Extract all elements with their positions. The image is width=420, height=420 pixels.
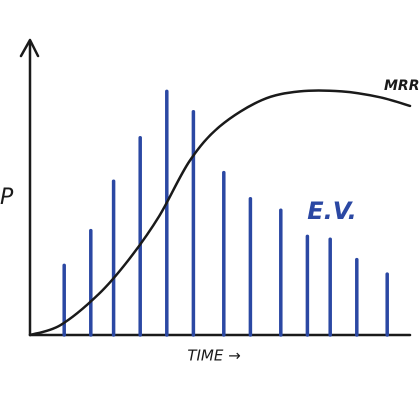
y-axis-label: P xyxy=(0,185,14,210)
axes xyxy=(19,38,412,337)
line xyxy=(28,89,412,337)
y-axis-arrow xyxy=(19,38,40,58)
annotation: E.V. xyxy=(307,197,356,225)
x-axis-label: TIME → xyxy=(187,347,240,365)
line-label: MRR xyxy=(384,78,420,94)
